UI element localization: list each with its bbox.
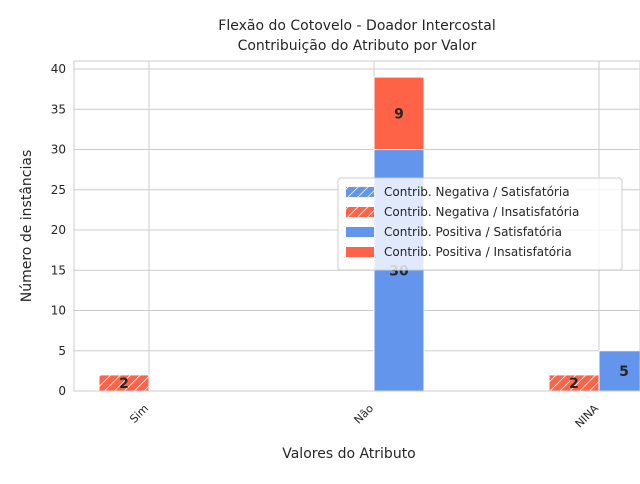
- legend-swatch-hatch: [346, 187, 374, 197]
- y-tick-label: 20: [51, 223, 66, 237]
- y-tick-label: 25: [51, 183, 66, 197]
- legend: Contrib. Negativa / Satisfatória Contrib.…: [337, 177, 623, 271]
- y-ticks: 0 5 10 15 20 25 30 35 40: [51, 62, 66, 398]
- chart-title-line-2: Contribuição do Atributo por Valor: [238, 38, 477, 54]
- bar-value-label: 5: [619, 364, 629, 380]
- x-axis-label: Valores do Atributo: [282, 446, 416, 462]
- legend-entry-label: Contrib. Negativa / Insatisfatória: [384, 205, 579, 219]
- y-tick-label: 35: [51, 102, 66, 116]
- y-tick-label: 0: [58, 384, 66, 398]
- bar-hatch: [99, 374, 149, 391]
- x-tick-label: Não: [352, 402, 377, 427]
- legend-swatch: [346, 227, 374, 237]
- y-tick-label: 40: [51, 62, 66, 76]
- y-tick-label: 15: [51, 263, 66, 277]
- y-tick-label: 5: [58, 344, 66, 358]
- chart-title-line-1: Flexão do Cotovelo - Doador Intercostal: [218, 18, 495, 34]
- y-axis-label: Número de instâncias: [19, 150, 35, 302]
- bar-value-label: 9: [394, 106, 404, 122]
- x-ticks: Sim Não NINA: [127, 402, 601, 431]
- legend-entry-label: Contrib. Positiva / Satisfatória: [384, 225, 562, 239]
- bar-segment: [598, 350, 640, 392]
- y-tick-label: 30: [51, 143, 66, 157]
- y-tick-label: 10: [51, 304, 66, 318]
- bar-segment: [373, 76, 425, 151]
- x-tick-label: Sim: [127, 402, 151, 426]
- legend-box: [337, 177, 623, 271]
- legend-entry-label: Contrib. Negativa / Satisfatória: [384, 185, 570, 199]
- x-tick-label: NINA: [573, 402, 602, 431]
- legend-swatch: [346, 247, 374, 257]
- legend-swatch-hatch: [346, 207, 374, 217]
- bar-value-label: 2: [119, 376, 129, 392]
- plot-frame: [73, 60, 640, 392]
- legend-entry-label: Contrib. Positiva / Insatisfatória: [384, 245, 572, 259]
- bar-hatch: [549, 374, 599, 391]
- bar-value-label: 2: [569, 376, 579, 392]
